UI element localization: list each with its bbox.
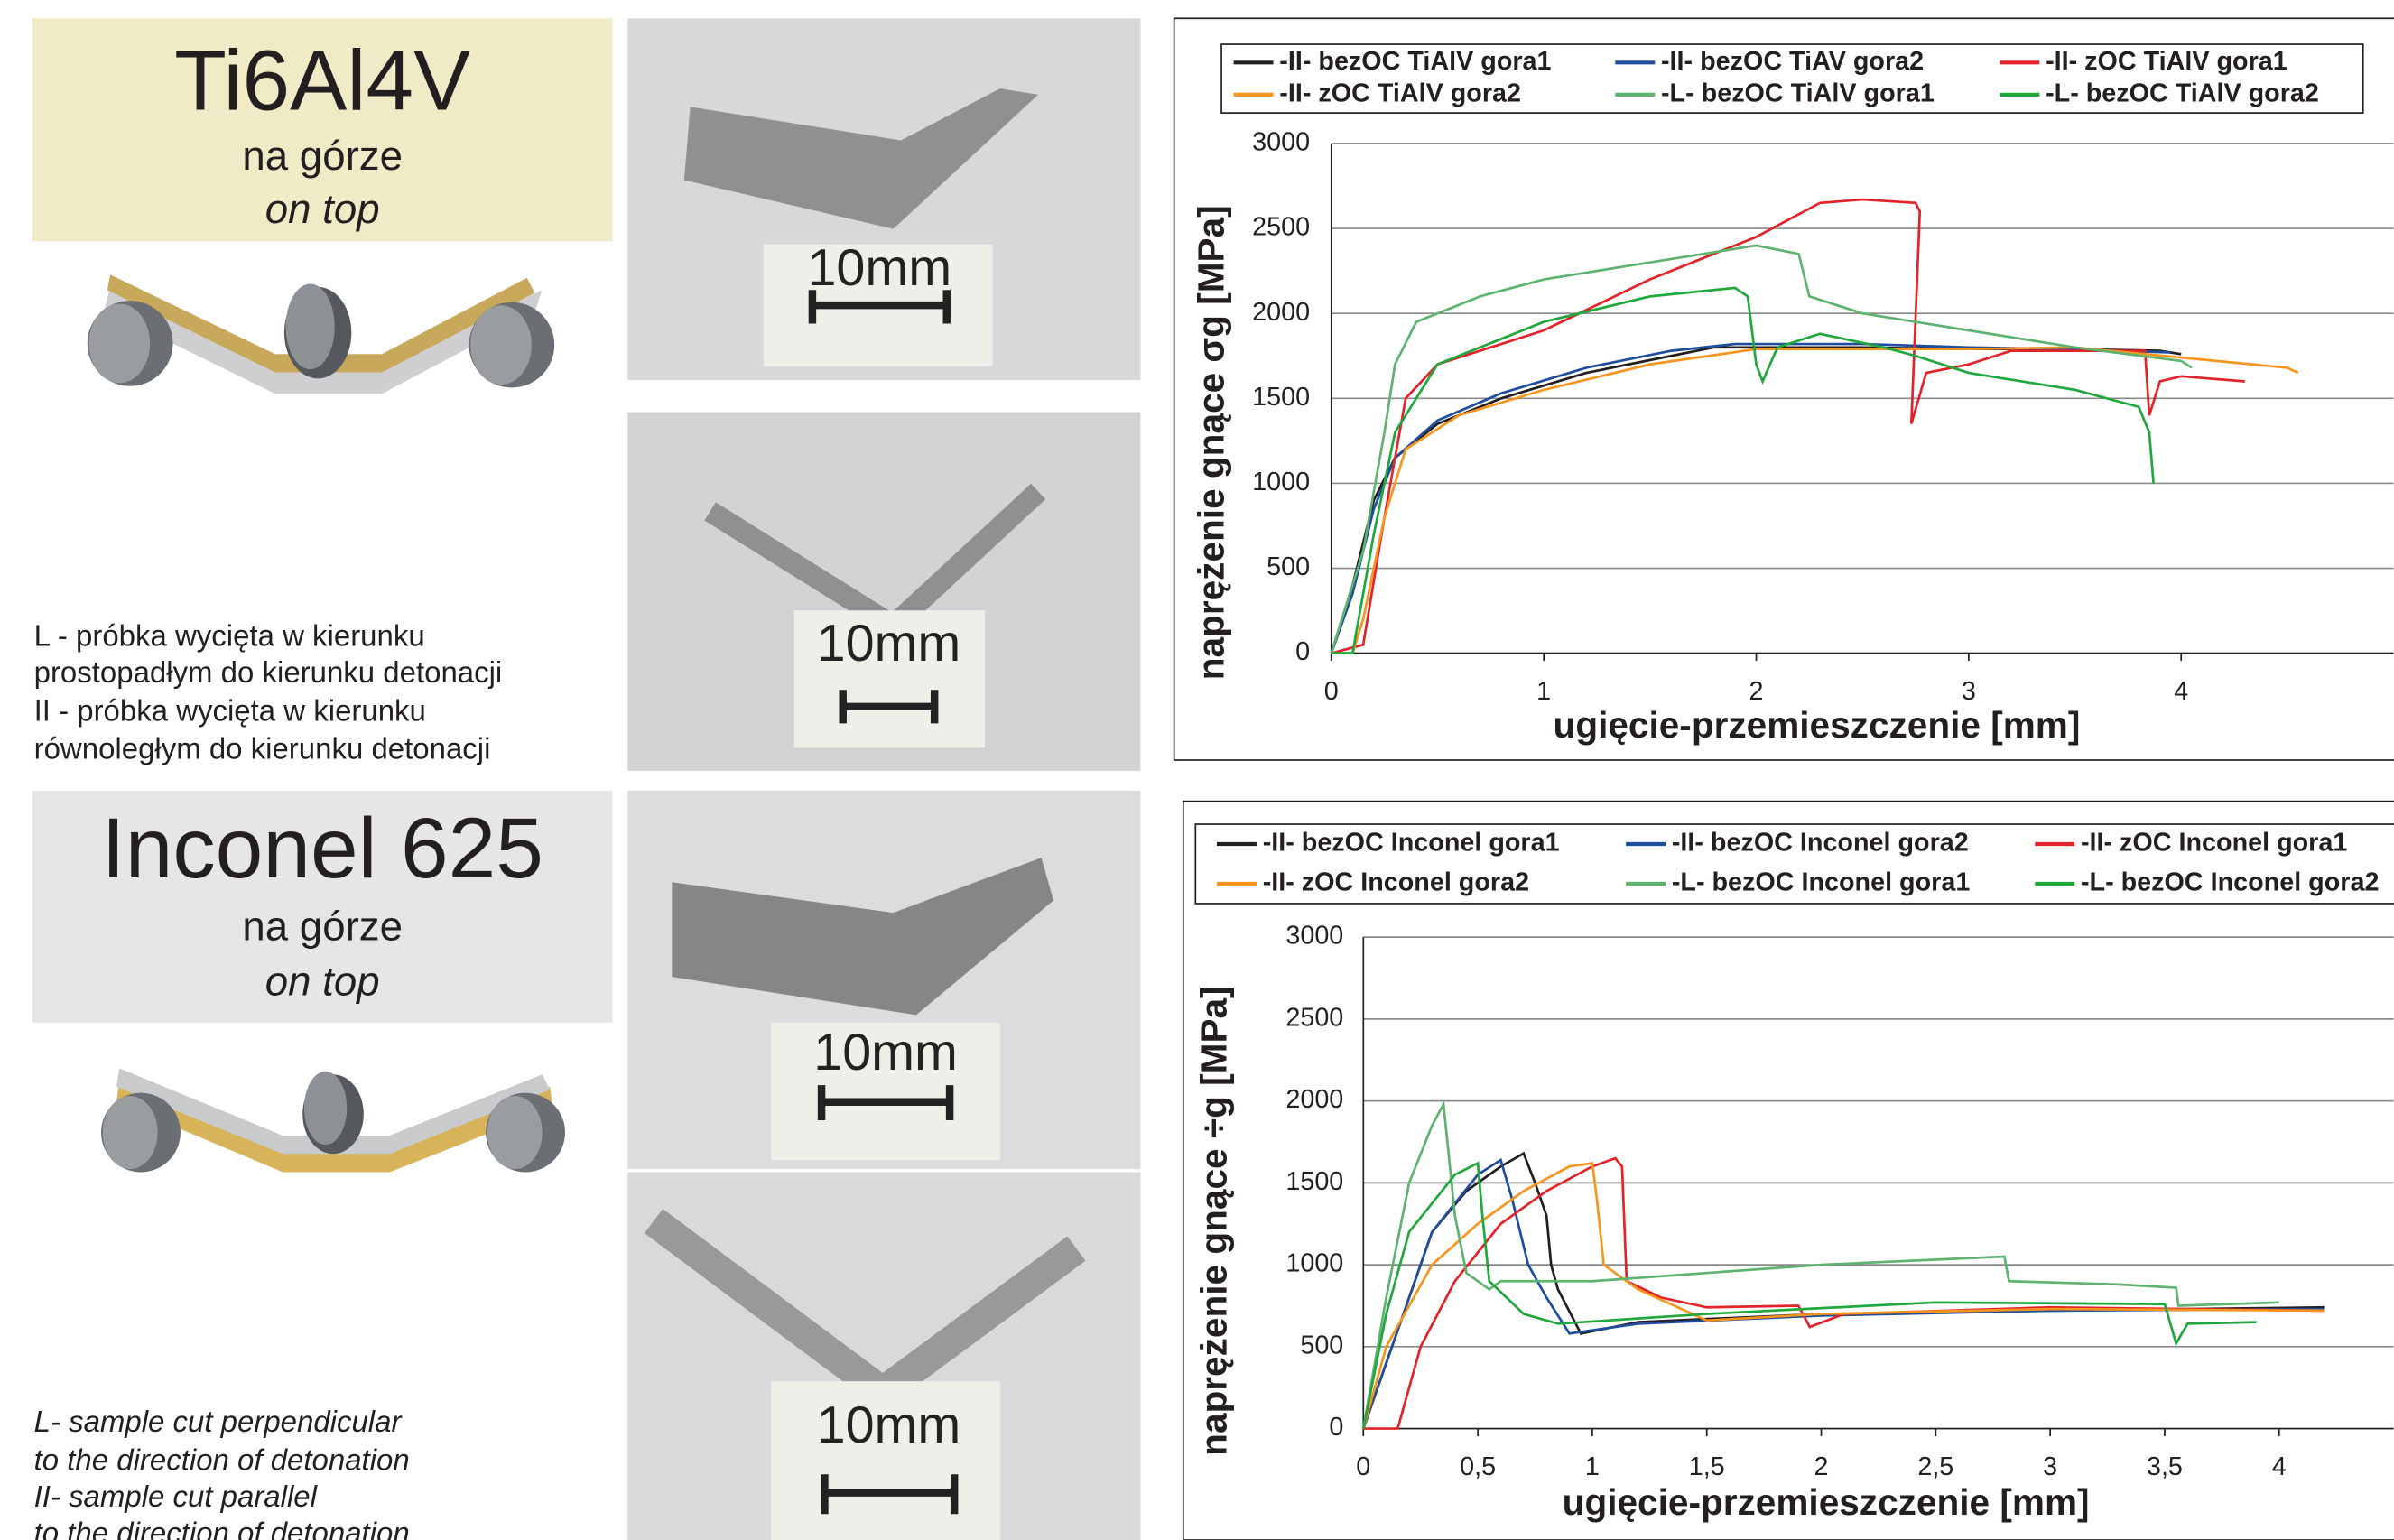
x-axis-label: ugięcie-przemieszczenie [mm] — [1554, 704, 2081, 746]
y-tick-label: 2000 — [1285, 1085, 1343, 1114]
y-tick-label: 500 — [1300, 1331, 1343, 1359]
photo-label: 10mm — [813, 1024, 958, 1081]
photo: 10mm — [627, 18, 1140, 380]
photo: 10mm — [627, 1173, 1140, 1540]
y-tick-label: 1000 — [1285, 1249, 1343, 1278]
x-tick-label: 3 — [2043, 1452, 2057, 1481]
x-tick-label: 2 — [1814, 1452, 1829, 1481]
y-tick-label: 2000 — [1252, 298, 1310, 327]
note-text: II- sample cut parallel — [34, 1480, 319, 1513]
legend-label: -L- bezOC TiAlV gora1 — [1661, 79, 1935, 107]
legend-label: -II- bezOC TiAV gora2 — [1661, 47, 1924, 76]
x-tick-label: 1,5 — [1689, 1452, 1725, 1481]
note-text: to the direction of detonation — [34, 1517, 410, 1540]
panel-subtitle-en: on top — [265, 186, 380, 232]
legend-label: -II- zOC TiAlV gora1 — [2046, 47, 2287, 76]
x-tick-label: 4 — [2272, 1452, 2287, 1481]
photo-label: 10mm — [817, 615, 961, 673]
y-tick-label: 3000 — [1252, 128, 1310, 157]
x-tick-label: 1 — [1585, 1452, 1600, 1481]
note-text: L- sample cut perpendicular — [34, 1405, 404, 1438]
page: Ti6Al4V na górze on top L - próbka wycię… — [0, 0, 2394, 1540]
legend-label: -II- zOC Inconel gora1 — [2081, 829, 2347, 858]
legend-label: -II- zOC Inconel gora2 — [1263, 868, 1529, 897]
y-tick-label: 0 — [1295, 637, 1310, 666]
photo: 10mm — [627, 791, 1140, 1169]
legend-label: -L- bezOC Inconel gora1 — [1672, 868, 1970, 897]
photo-label: 10mm — [817, 1396, 961, 1454]
panel-subtitle: na górze — [242, 904, 403, 950]
note-text: to the direction of detonation — [34, 1443, 410, 1476]
note-text: L - próbka wycięta w kierunku — [34, 618, 425, 652]
x-tick-label: 3 — [1962, 677, 1976, 706]
x-tick-label: 0,5 — [1460, 1452, 1496, 1481]
y-tick-label: 0 — [1329, 1413, 1343, 1442]
legend-label: -II- bezOC Inconel gora1 — [1263, 829, 1560, 858]
y-axis-label: naprężenie gnące σg [MPa] — [1190, 205, 1231, 680]
x-tick-label: 0 — [1324, 677, 1339, 706]
legend-label: -II- zOC TiAlV gora2 — [1279, 79, 1521, 107]
x-tick-label: 0 — [1356, 1452, 1370, 1481]
panel-subtitle: na górze — [242, 133, 403, 179]
y-tick-label: 500 — [1267, 552, 1310, 581]
x-tick-label: 4 — [2174, 677, 2188, 706]
y-tick-label: 3000 — [1285, 922, 1343, 951]
note-text: prostopadłym do kierunku detonacji — [34, 655, 503, 689]
panel-subtitle-en: on top — [265, 959, 380, 1005]
legend-label: -L- bezOC TiAlV gora2 — [2046, 79, 2319, 107]
note-text: II - próbka wycięta w kierunku — [34, 693, 426, 727]
note-text: równoległym do kierunku detonacji — [34, 732, 491, 765]
x-tick-label: 1 — [1536, 677, 1551, 706]
x-axis-label: ugięcie-przemieszczenie [mm] — [1563, 1481, 2090, 1523]
photo-label: 10mm — [807, 239, 951, 297]
photo: 10mm — [627, 413, 1140, 771]
legend-label: -II- bezOC Inconel gora2 — [1672, 829, 1969, 858]
panel-title: Ti6Al4V — [174, 32, 470, 128]
y-tick-label: 1500 — [1252, 383, 1310, 412]
legend-label: -II- bezOC TiAlV gora1 — [1279, 47, 1551, 76]
panel-title: Inconel 625 — [101, 801, 543, 896]
y-axis-label: naprężenie gnące ÷g [MPa] — [1193, 986, 1235, 1455]
legend-label: -L- bezOC Inconel gora2 — [2081, 868, 2379, 897]
y-tick-label: 1500 — [1285, 1167, 1343, 1196]
x-tick-label: 2 — [1749, 677, 1764, 706]
y-tick-label: 2500 — [1285, 1003, 1343, 1032]
x-tick-label: 2,5 — [1917, 1452, 1953, 1481]
y-tick-label: 1000 — [1252, 468, 1310, 496]
x-tick-label: 3,5 — [2147, 1452, 2183, 1481]
y-tick-label: 2500 — [1252, 213, 1310, 242]
